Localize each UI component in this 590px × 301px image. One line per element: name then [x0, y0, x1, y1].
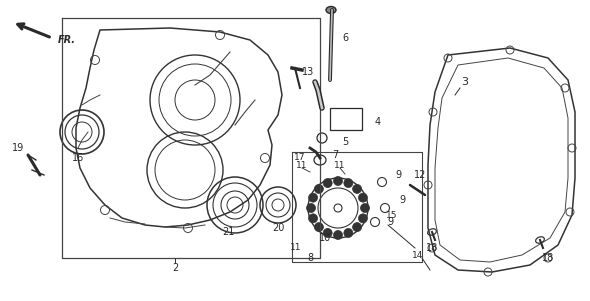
Bar	[330, 108, 362, 130]
Circle shape	[344, 178, 353, 188]
Circle shape	[309, 193, 317, 202]
Text: 21: 21	[222, 227, 234, 237]
Circle shape	[353, 223, 362, 231]
Circle shape	[314, 185, 323, 194]
Text: 11: 11	[296, 160, 308, 169]
Text: 6: 6	[342, 33, 348, 43]
Text: 8: 8	[307, 253, 313, 263]
Text: 2: 2	[172, 263, 178, 273]
Text: 17: 17	[294, 154, 306, 163]
Text: 3: 3	[461, 77, 468, 87]
Text: 14: 14	[412, 250, 424, 259]
Circle shape	[333, 176, 343, 185]
Text: 9: 9	[387, 217, 393, 227]
Circle shape	[344, 228, 353, 237]
Text: 16: 16	[72, 153, 84, 163]
Text: FR.: FR.	[58, 35, 76, 45]
Text: 9: 9	[395, 170, 401, 180]
Text: 12: 12	[414, 170, 426, 180]
Text: 7: 7	[332, 150, 338, 160]
Circle shape	[323, 228, 332, 237]
Circle shape	[353, 185, 362, 194]
Circle shape	[306, 203, 316, 213]
Text: 13: 13	[302, 67, 314, 77]
Circle shape	[309, 214, 317, 223]
Text: 18: 18	[542, 253, 554, 263]
Circle shape	[359, 193, 368, 202]
Ellipse shape	[326, 7, 336, 14]
Text: 20: 20	[272, 223, 284, 233]
Text: 15: 15	[386, 210, 398, 219]
Circle shape	[314, 223, 323, 231]
Text: 11: 11	[335, 160, 346, 169]
Text: 10: 10	[319, 233, 331, 243]
Text: 9: 9	[399, 195, 405, 205]
Circle shape	[333, 231, 343, 240]
Circle shape	[359, 214, 368, 223]
Circle shape	[360, 203, 369, 213]
Text: 18: 18	[426, 243, 438, 253]
Text: 19: 19	[12, 143, 24, 153]
Text: 5: 5	[342, 137, 348, 147]
Text: 11: 11	[290, 244, 301, 253]
Text: 4: 4	[375, 117, 381, 127]
Circle shape	[323, 178, 332, 188]
